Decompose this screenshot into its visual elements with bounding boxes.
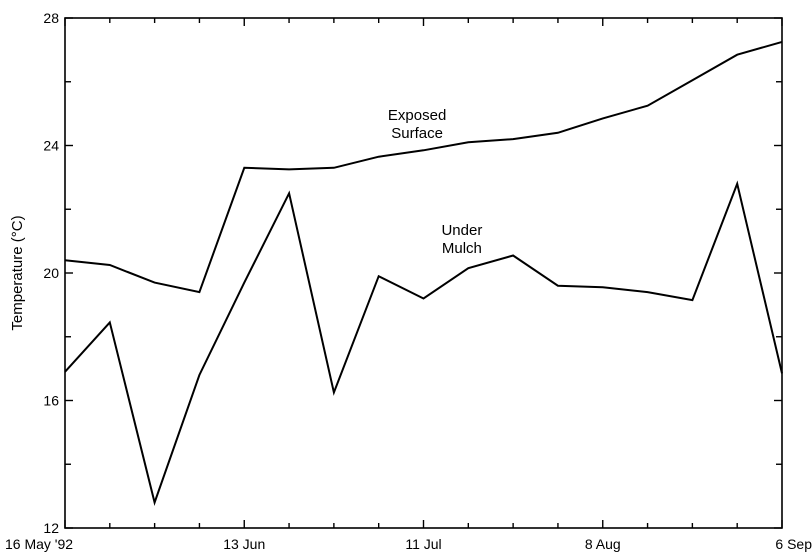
series-line-under-mulch bbox=[64, 180, 783, 506]
y-tick-label: 20 bbox=[43, 265, 59, 281]
series-label-under-mulch: Under Mulch bbox=[441, 222, 482, 257]
series-layer: Exposed Surface Under Mulch bbox=[64, 40, 783, 506]
y-axis-label: Temperature (°C) bbox=[9, 215, 26, 330]
y-axis-ticks: 12 16 20 24 28 bbox=[43, 10, 782, 536]
series-label-exposed-surface: Exposed Surface bbox=[388, 107, 446, 142]
x-tick-label: 8 Aug bbox=[585, 536, 621, 552]
series-line-exposed-surface bbox=[64, 40, 783, 294]
y-tick-label: 16 bbox=[43, 393, 59, 409]
y-tick-label: 12 bbox=[43, 520, 59, 536]
y-tick-label: 28 bbox=[43, 10, 59, 26]
x-tick-label: 16 May '92 bbox=[5, 536, 73, 552]
x-axis-ticks: 16 May '92 13 Jun 11 Jul 8 Aug 6 Sep bbox=[5, 18, 812, 552]
y-tick-label: 24 bbox=[43, 138, 59, 154]
x-tick-label: 6 Sep bbox=[775, 536, 812, 552]
x-tick-label: 11 Jul bbox=[405, 536, 441, 552]
x-tick-label: 13 Jun bbox=[223, 536, 265, 552]
